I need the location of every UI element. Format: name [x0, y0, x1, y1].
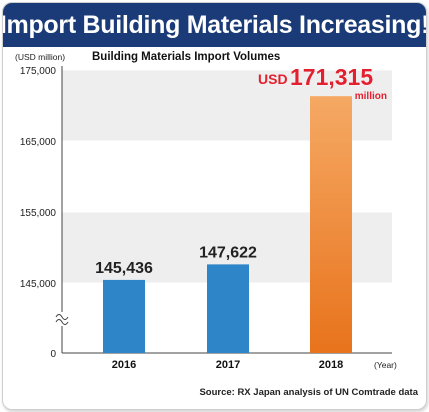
bar-2017: [207, 264, 249, 353]
source-note: Source: RX Japan analysis of UN Comtrade…: [199, 387, 418, 398]
title-banner: Import Building Materials Increasing!: [3, 3, 426, 47]
bars: [103, 96, 352, 353]
bar-2018: [310, 96, 352, 353]
y-tick-label: 145,000: [20, 279, 57, 290]
y-tick-label: 0: [50, 349, 56, 360]
y-tick-label: 175,000: [20, 66, 57, 77]
banner-title: Import Building Materials Increasing!: [2, 10, 427, 39]
x-tick-label: 2016: [112, 359, 136, 371]
y-tick-label: 165,000: [20, 137, 57, 148]
axis-break-mark: [55, 314, 69, 325]
x-axis-unit-label: (Year): [374, 360, 397, 370]
y-tick-label: 155,000: [20, 208, 57, 219]
x-tick-label: 2018: [319, 359, 343, 371]
highlight-prefix: USD: [258, 71, 288, 87]
x-tick-label: 2017: [216, 359, 240, 371]
value-label: 171,315: [290, 64, 373, 90]
bar-2016: [103, 279, 145, 353]
chart-title: Building Materials Import Volumes: [92, 51, 280, 63]
value-label: 145,436: [95, 260, 153, 277]
highlight-unit: million: [355, 91, 387, 102]
x-axis: 2016 2017 2018: [112, 359, 343, 371]
y-axis-unit-label: (USD million): [15, 52, 65, 62]
value-label: 147,622: [199, 244, 257, 261]
